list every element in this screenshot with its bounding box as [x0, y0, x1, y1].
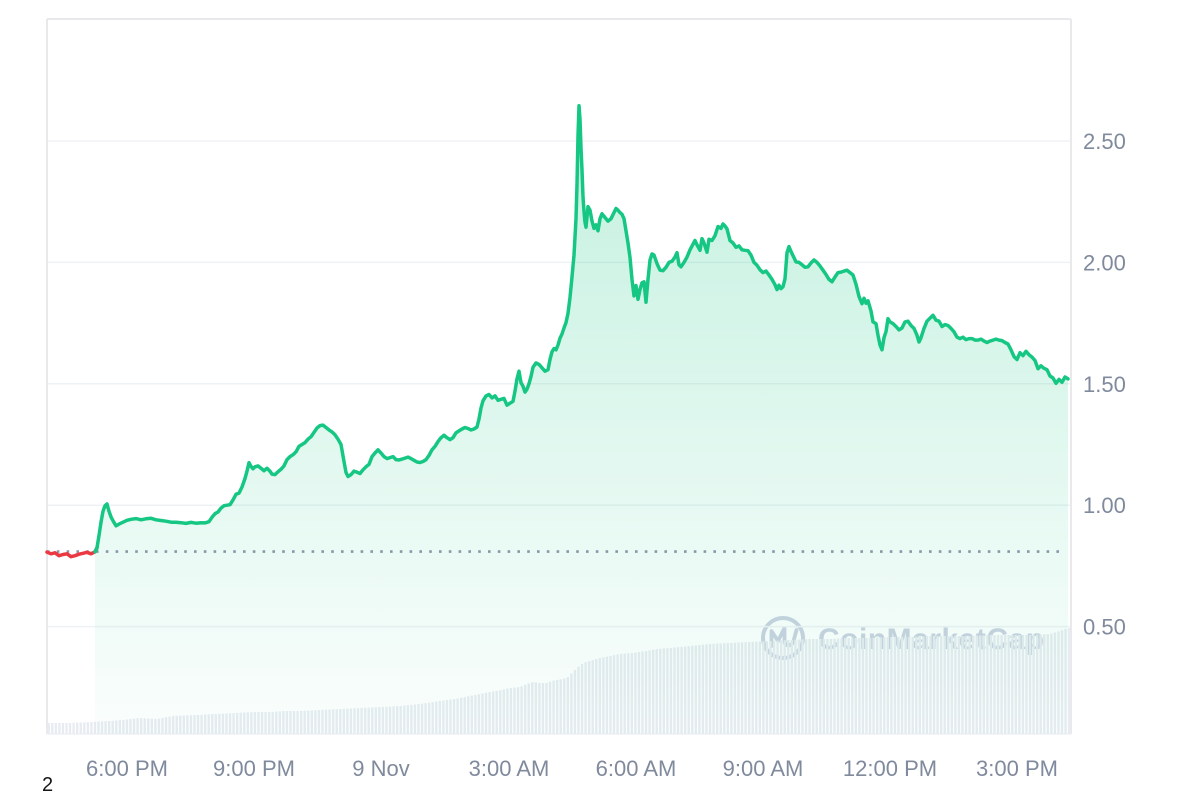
x-axis-label: 9:00 AM	[723, 756, 804, 781]
volume-bar	[83, 722, 86, 734]
volume-bar	[65, 723, 68, 734]
volume-bar	[58, 723, 61, 734]
volume-bar	[72, 722, 75, 734]
x-axis-label: 9:00 PM	[213, 756, 295, 781]
volume-bar	[90, 721, 93, 734]
y-axis-label: 1.50	[1083, 372, 1126, 397]
x-axis-label: 6:00 PM	[86, 756, 168, 781]
volume-bar	[68, 722, 72, 734]
y-axis-label: 2.50	[1083, 129, 1126, 154]
y-axis-label: 2.00	[1083, 250, 1126, 275]
y-axis-label: 1.00	[1083, 493, 1126, 518]
volume-bar	[61, 723, 65, 734]
volume-bar	[47, 723, 50, 734]
price-line-down-segment	[45, 545, 99, 559]
x-axis-labels: 6:00 PM 9:00 PM 9 Nov 3:00 AM 6:00 AM 9:00 AM…	[86, 756, 1058, 781]
volume-bar	[75, 722, 79, 734]
page-number-text: 2	[42, 774, 54, 796]
volume-bar	[51, 723, 54, 734]
x-axis-label: 9 Nov	[352, 756, 409, 781]
x-axis-label: 3:00 PM	[976, 756, 1058, 781]
y-axis-labels: 2.50 2.00 1.50 1.00 0.50	[1083, 129, 1126, 640]
volume-bar	[1067, 628, 1071, 734]
price-line-up-segment	[93, 104, 1070, 554]
x-axis-label: 3:00 AM	[469, 756, 550, 781]
volume-bar	[93, 721, 97, 734]
x-axis-label: 6:00 AM	[596, 756, 677, 781]
y-axis-label: 0.50	[1083, 615, 1126, 640]
volume-bar	[86, 722, 89, 734]
x-axis-label: 12:00 PM	[843, 756, 937, 781]
volume-bar	[79, 722, 82, 734]
volume-bar	[54, 723, 57, 734]
price-area	[95, 105, 1068, 735]
